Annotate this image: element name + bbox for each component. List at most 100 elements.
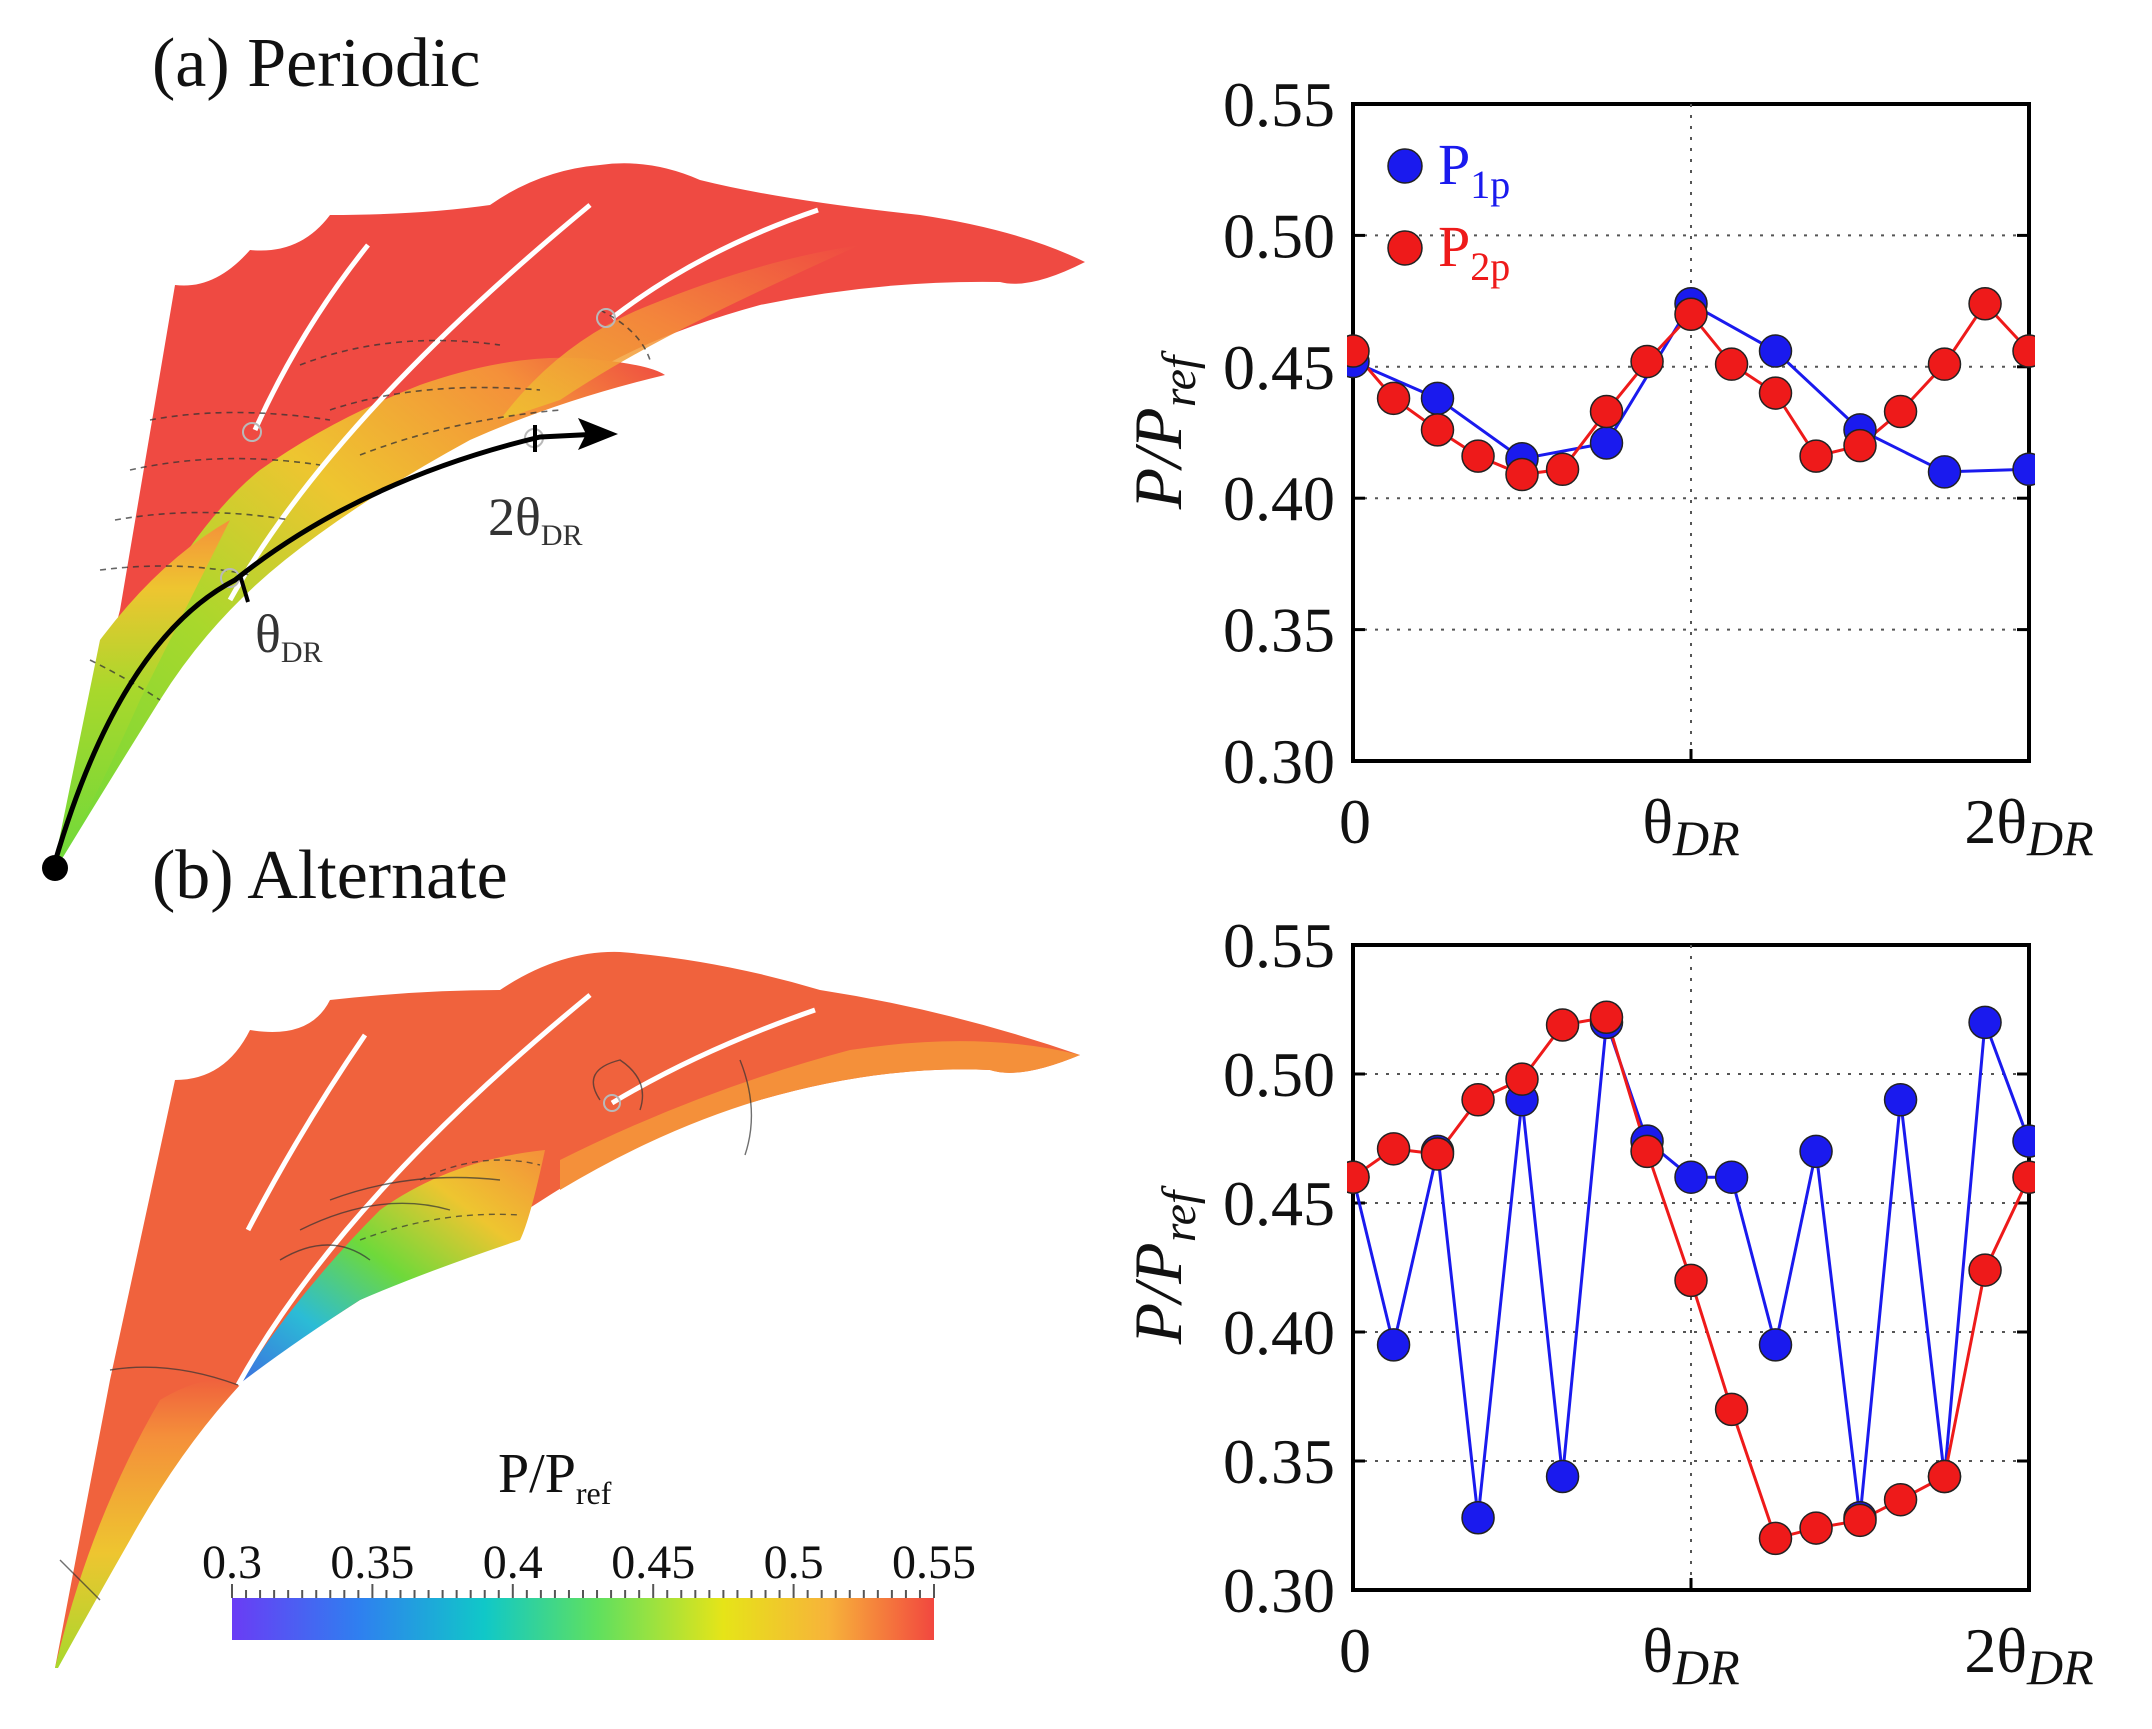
probe-a-1 <box>242 422 262 442</box>
data-point-P1p <box>1420 381 1455 416</box>
theta-dr-label: θDR <box>255 604 323 669</box>
data-point-P2p <box>1376 381 1411 416</box>
data-point-P1p <box>1376 1328 1411 1362</box>
colorbar-tick-label: 0.3 <box>202 1536 262 1589</box>
data-point-P1p <box>1883 1083 1918 1117</box>
data-point-P2p <box>1545 1008 1580 1042</box>
colorbar-tick-label: 0.45 <box>611 1536 695 1589</box>
contour-plot-periodic: (a) Periodic <box>42 25 1085 881</box>
isobars-b-dashed <box>359 1159 541 1241</box>
data-point-P2p <box>1545 452 1580 487</box>
data-point-P2p <box>2012 1160 2035 1194</box>
x-tick-label: 2θDR <box>1964 786 2093 866</box>
colorbar-tick-label: 0.5 <box>764 1536 824 1589</box>
data-point-P2p <box>2012 334 2035 368</box>
data-point-P1p <box>1714 1160 1749 1194</box>
contour-b-inlet-region <box>55 1380 240 1668</box>
contour-a-upper-region <box>55 163 1085 860</box>
plot-frame <box>1351 102 2031 763</box>
colorbar-title: P/Pref <box>498 1443 612 1511</box>
plot-area <box>1347 286 2035 492</box>
data-point-P2p <box>1674 1263 1708 1298</box>
data-point-P1p <box>2012 1124 2035 1158</box>
blade-b-1 <box>245 1033 368 1232</box>
x-tick-label: 0 <box>1339 1615 1371 1686</box>
data-point-P1p <box>1968 1005 2002 1040</box>
contour-a-inlet-region <box>55 520 230 862</box>
data-point-P2p <box>1505 1062 1539 1096</box>
probe-b-1 <box>603 1094 621 1112</box>
pitch-arc-origin <box>42 855 68 881</box>
colorbar-minor-ticks <box>231 1584 935 1598</box>
legend-label: P2p <box>1438 214 1510 289</box>
data-point-P2p <box>1758 376 1793 410</box>
colorbar-tick-label: 0.4 <box>483 1536 543 1589</box>
data-point-P2p <box>1883 394 1918 429</box>
data-point-P2p <box>1714 347 1749 381</box>
probe-a-2 <box>596 308 616 328</box>
data-point-P1p <box>1927 455 1962 489</box>
theta-tick <box>238 574 250 603</box>
pitch-arc <box>52 431 601 863</box>
data-point-P2p <box>1968 286 2002 321</box>
x-tick-label: 0 <box>1339 786 1371 857</box>
x-tick-label: 2θDR <box>1964 1615 2093 1695</box>
contour-b-low-pressure-region <box>238 1150 545 1385</box>
line-chart-periodic: 0.30 0.35 0.40 0.45 0.50 0.55 0 θDR 2θDR P/Pref P1… <box>1120 69 2094 866</box>
y-tick-label: 0.30 <box>1223 1555 1335 1626</box>
y-axis-label: P/Pref <box>1120 350 1206 510</box>
line-chart-alternate: 0.30 0.35 0.40 0.45 0.50 0.55 0 θDR 2θDR P/Pref <box>1120 910 2094 1695</box>
blade-a-1 <box>252 243 370 432</box>
colorbar-tick-labels: 0.3 0.35 0.4 0.45 0.5 0.55 <box>202 1536 976 1589</box>
colorbar-tick-label: 0.35 <box>330 1536 414 1589</box>
y-tick-label: 0.50 <box>1223 1039 1335 1110</box>
data-point-P2p <box>1674 297 1708 331</box>
y-tick-label: 0.45 <box>1223 1168 1335 1239</box>
y-tick-label: 0.50 <box>1223 200 1335 271</box>
data-point-P2p <box>1347 1160 1370 1194</box>
blade-b-2 <box>235 993 592 1387</box>
data-point-P2p <box>1461 439 1495 473</box>
data-point-P2p <box>1799 1511 1833 1545</box>
y-tick-label: 0.30 <box>1223 726 1335 797</box>
legend-marker <box>1387 148 1423 184</box>
panel-b-label: (b) Alternate <box>152 837 508 914</box>
colorbar-gradient-bar <box>232 1598 934 1640</box>
colorbar: P/Pref 0.3 0.35 0.4 0.45 0.5 0.55 <box>202 1443 976 1640</box>
contour-b-right-region <box>560 1041 1080 1190</box>
data-point-P2p <box>1799 439 1833 473</box>
data-point-P2p <box>1630 1134 1664 1169</box>
plot-area <box>1347 1000 2035 1556</box>
y-tick-label: 0.40 <box>1223 463 1335 534</box>
y-axis-label: P/Pref <box>1120 1185 1206 1345</box>
data-point-P2p <box>1376 1132 1411 1166</box>
data-point-P2p <box>1968 1253 2002 1287</box>
y-tick-label: 0.45 <box>1223 332 1335 403</box>
pitch-arc-arrowhead <box>578 418 618 450</box>
data-point-P1p <box>1545 1459 1580 1494</box>
panel-a-label: (a) Periodic <box>152 25 480 102</box>
y-tick-label: 0.35 <box>1223 1426 1335 1497</box>
x-tick-label: θDR <box>1642 1615 1739 1695</box>
y-tick-label: 0.40 <box>1223 1297 1335 1368</box>
data-point-P1p <box>1758 334 1793 368</box>
data-point-P2p <box>1843 1503 1877 1538</box>
y-tick-label: 0.55 <box>1223 69 1335 140</box>
data-point-P2p <box>1630 344 1664 379</box>
blade-b-3 <box>610 1007 816 1106</box>
data-point-P1p <box>1589 426 1624 460</box>
blade-a-2 <box>227 203 592 602</box>
data-point-P1p <box>1799 1134 1833 1169</box>
data-point-P1p <box>1758 1328 1793 1362</box>
data-point-P2p <box>1883 1482 1918 1517</box>
data-point-P2p <box>1927 347 1962 381</box>
legend-label: P1p <box>1438 132 1510 207</box>
data-point-P2p <box>1758 1521 1793 1556</box>
isobars-b <box>59 1059 753 1601</box>
data-point-P2p <box>1714 1392 1749 1427</box>
data-point-P2p <box>1461 1083 1495 1117</box>
y-tick-label: 0.35 <box>1223 595 1335 666</box>
contour-b-upper-region <box>55 951 1080 1668</box>
